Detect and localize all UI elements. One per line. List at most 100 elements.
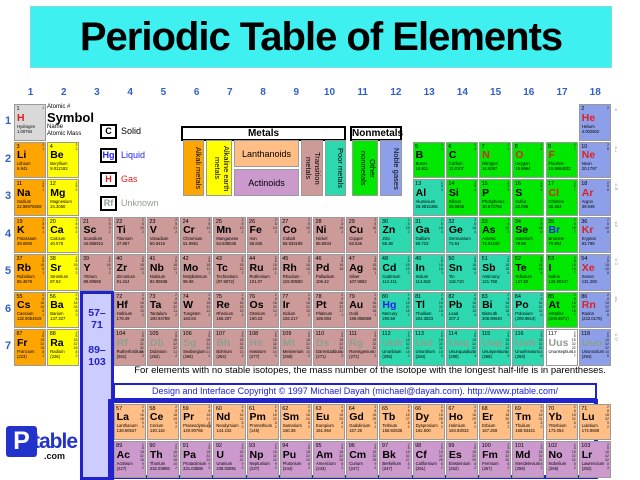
element-Sg[interactable]: 106 2 8 18 32 32 12 2 Sg Seaborgium (266): [180, 329, 213, 366]
element-Hf[interactable]: 72 2 8 18 32 10 2 Hf Hafnium 178.49: [113, 291, 146, 328]
copyright-bar[interactable]: Design and Interface Copyright © 1997 Mi…: [113, 383, 597, 400]
element-Eu[interactable]: 63 2 8 18 25 8 2 Eu Europium 151.964: [312, 403, 346, 440]
element-Zn[interactable]: 30 2 8 18 2 Zn Zinc 65.38: [379, 216, 412, 253]
element-No[interactable]: 102 2 8 18 32 32 8 2 No Nobelium (259): [545, 441, 578, 478]
element-Li[interactable]: 3 2 1 Li Lithium 6.941: [14, 141, 47, 178]
element-Ho[interactable]: 67 2 8 18 29 8 2 Ho Holmium 164.93032: [445, 403, 479, 440]
element-Cf[interactable]: 98 2 8 18 32 28 8 2 Cf Californium (251): [412, 441, 445, 478]
element-N[interactable]: 7 2 5 N Nitrogen 14.0067: [479, 141, 512, 178]
element-Pt[interactable]: 78 2 8 18 32 17 1 Pt Platinum 195.084: [312, 291, 346, 328]
element-Ra[interactable]: 88 2 8 18 32 18 8 2 Ra Radium (226): [47, 329, 80, 366]
element-Hg[interactable]: 80 2 8 18 32 18 2 Hg Mercury 200.59: [379, 291, 412, 328]
element-Uup[interactable]: 115 2 8 18 32 32 18 5 Uup Ununpentium (288): [479, 329, 512, 366]
element-Bh[interactable]: 107 2 8 18 32 32 13 2 Bh Bohrium (264): [213, 329, 246, 366]
element-Nd[interactable]: 60 2 8 18 22 8 2 Nd Neodymium 144.242: [213, 403, 246, 440]
element-Ar[interactable]: 18 2 8 8 Ar Argon 39.948: [578, 179, 611, 216]
element-Ga[interactable]: 31 2 8 18 3 Ga Gallium 69.723: [412, 216, 445, 253]
element-Se[interactable]: 34 2 8 18 6 Se Selenium 78.96: [512, 216, 545, 253]
element-At[interactable]: 85 2 8 18 32 18 7 At Astatine (209.9871): [545, 291, 578, 328]
element-Sr[interactable]: 38 2 8 18 8 2 Sr Strontium 87.62: [47, 254, 80, 291]
element-O[interactable]: 8 2 6 O Oxygen 15.9994: [512, 141, 545, 178]
element-Zr[interactable]: 40 2 8 18 10 2 Zr Zirconium 91.224: [113, 254, 146, 291]
element-Rn[interactable]: 86 2 8 18 32 18 8 Rn Radon (222.0176): [578, 291, 611, 328]
element-Uub[interactable]: 112 2 8 18 32 32 18 2 Uub Ununbium (285): [379, 329, 412, 366]
element-Ds[interactable]: 110 2 8 18 32 32 16 2 Ds Darmstadtium (271): [312, 329, 346, 366]
element-Te[interactable]: 52 2 8 18 18 6 Te Tellurium 127.60: [512, 254, 545, 291]
element-Sn[interactable]: 50 2 8 18 18 4 Sn Tin 118.710: [445, 254, 479, 291]
element-Al[interactable]: 13 2 8 3 Al Aluminium 26.9815386: [412, 179, 445, 216]
element-Cu[interactable]: 29 2 8 18 1 Cu Copper 63.546: [346, 216, 379, 253]
element-Cm[interactable]: 96 2 8 18 32 25 9 2 Cm Curium (247): [346, 441, 379, 478]
element-Tl[interactable]: 81 2 8 18 32 18 3 Tl Thallium 204.3833: [412, 291, 445, 328]
element-Ag[interactable]: 47 2 8 18 18 1 Ag Silver 107.8682: [346, 254, 379, 291]
element-Sm[interactable]: 62 2 8 18 24 8 2 Sm Samarium 150.36: [279, 403, 312, 440]
element-Pu[interactable]: 94 2 8 18 32 24 8 2 Pu Plutonium (244): [279, 441, 312, 478]
element-Fe[interactable]: 26 2 8 14 2 Fe Iron 55.845: [246, 216, 279, 253]
element-Lu[interactable]: 71 2 8 18 32 9 2 Lu Lutetium 174.9668: [578, 403, 611, 440]
element-Ge[interactable]: 32 2 8 18 4 Ge Germanium 72.64: [445, 216, 479, 253]
element-Uus[interactable]: 117 2 8 18 32 32 18 7 Uus Ununseptium: [545, 329, 578, 366]
element-Mn[interactable]: 25 2 8 13 2 Mn Manganese 54.938045: [213, 216, 246, 253]
element-Gd[interactable]: 64 2 8 18 25 9 2 Gd Gadolinium 157.25: [346, 403, 379, 440]
element-Rf[interactable]: 104 2 8 18 32 32 10 2 Rf Rutherfordium (261): [113, 329, 146, 366]
element-Kr[interactable]: 36 2 8 18 8 Kr Krypton 83.798: [578, 216, 611, 253]
element-Au[interactable]: 79 2 8 18 32 18 1 Au Gold 196.966569: [346, 291, 379, 328]
element-Uuo[interactable]: 118 2 8 18 32 32 18 8 Uuo Ununoctium (294): [578, 329, 611, 366]
element-Na[interactable]: 11 2 8 1 Na Sodium 22.98976928: [14, 179, 47, 216]
element-Tb[interactable]: 65 2 8 18 27 8 2 Tb Terbium 158.92535: [379, 403, 412, 440]
element-Pb[interactable]: 82 2 8 18 32 18 4 Pb Lead 207.2: [445, 291, 479, 328]
element-Cl[interactable]: 17 2 8 7 Cl Chlorine 35.453: [545, 179, 578, 216]
element-Rh[interactable]: 45 2 8 18 16 1 Rh Rhodium 102.90550: [279, 254, 312, 291]
element-Ru[interactable]: 44 2 8 18 15 1 Ru Ruthenium 101.07: [246, 254, 279, 291]
element-As[interactable]: 33 2 8 18 5 As Arsenic 74.92160: [479, 216, 512, 253]
element-Fm[interactable]: 100 2 8 18 32 30 8 2 Fm Fermium (257): [479, 441, 512, 478]
element-Pa[interactable]: 91 2 8 18 32 20 9 2 Pa Protactinium 231.0358…: [180, 441, 213, 478]
element-Uuh[interactable]: 116 2 8 18 32 32 18 6 Uuh Ununhexium (293): [512, 329, 545, 366]
element-Pm[interactable]: 61 2 8 18 23 8 2 Pm Promethium (145): [246, 403, 279, 440]
element-Bi[interactable]: 83 2 8 18 32 18 5 Bi Bismuth 208.98040: [479, 291, 512, 328]
element-Ac[interactable]: 89 2 8 18 32 18 9 2 Ac Actinium (227): [113, 441, 146, 478]
actinide-range-label[interactable]: 89–103: [88, 344, 106, 368]
element-Tm[interactable]: 69 2 8 18 31 8 2 Tm Thulium 168.93421: [512, 403, 545, 440]
element-F[interactable]: 9 2 7 F Fluorine 18.9984032: [545, 141, 578, 178]
element-Lr[interactable]: 103 2 8 18 32 32 8 3 Lr Lawrencium (262): [578, 441, 611, 478]
element-Po[interactable]: 84 2 8 18 32 18 6 Po Polonium (208.9824): [512, 291, 545, 328]
element-La[interactable]: 57 2 8 18 18 9 2 La Lanthanum 138.90547: [113, 403, 146, 440]
element-U[interactable]: 92 2 8 18 32 21 9 2 U Uranium 238.02891: [213, 441, 246, 478]
element-Sb[interactable]: 51 2 8 18 18 5 Sb Antimony 121.760: [479, 254, 512, 291]
element-V[interactable]: 23 2 8 11 2 V Vanadium 50.9415: [146, 216, 180, 253]
element-Pr[interactable]: 59 2 8 18 21 8 2 Pr Praseodymium 140.90765: [180, 403, 213, 440]
element-Tc[interactable]: 43 2 8 18 13 2 Tc Technetium (97.9072): [213, 254, 246, 291]
element-B[interactable]: 5 2 3 B Boron 10.811: [412, 141, 445, 178]
element-Rb[interactable]: 37 2 8 18 8 1 Rb Rubidium 85.4678: [14, 254, 47, 291]
element-Uuq[interactable]: 114 2 8 18 32 32 18 4 Uuq Ununquadium (289): [445, 329, 479, 366]
element-Mg[interactable]: 12 2 8 2 Mg Magnesium 24.3050: [47, 179, 80, 216]
element-Os[interactable]: 76 2 8 18 32 14 2 Os Osmium 190.23: [246, 291, 279, 328]
ptable-logo[interactable]: P table .com: [4, 424, 94, 470]
element-P[interactable]: 15 2 8 5 P Phosphorus 30.973762: [479, 179, 512, 216]
element-Md[interactable]: 101 2 8 18 32 31 8 2 Md Mendelevium (258): [512, 441, 545, 478]
lanthanide-range-label[interactable]: 57–71: [88, 307, 106, 331]
element-Pd[interactable]: 46 2 8 18 18 Pd Palladium 106.42: [312, 254, 346, 291]
element-Cs[interactable]: 55 2 8 18 18 8 1 Cs Caesium 132.9054519: [14, 291, 47, 328]
element-Yb[interactable]: 70 2 8 18 32 8 2 Yb Ytterbium 173.054: [545, 403, 578, 440]
element-Br[interactable]: 35 2 8 18 7 Br Bromine 79.904: [545, 216, 578, 253]
element-Ca[interactable]: 20 2 8 8 2 Ca Calcium 40.078: [47, 216, 80, 253]
element-I[interactable]: 53 2 8 18 18 7 I Iodine 126.90447: [545, 254, 578, 291]
element-Ni[interactable]: 28 2 8 16 2 Ni Nickel 58.6934: [312, 216, 346, 253]
element-K[interactable]: 19 2 8 8 1 K Potassium 39.0983: [14, 216, 47, 253]
element-C[interactable]: 6 2 4 C Carbon 12.0107: [445, 141, 479, 178]
element-Er[interactable]: 68 2 8 18 30 8 2 Er Erbium 167.259: [479, 403, 512, 440]
element-Ti[interactable]: 22 2 8 10 2 Ti Titanium 47.867: [113, 216, 146, 253]
element-Cr[interactable]: 24 2 8 13 1 Cr Chromium 51.9961: [180, 216, 213, 253]
element-Xe[interactable]: 54 2 8 18 18 8 Xe Xenon 131.293: [578, 254, 611, 291]
element-Rg[interactable]: 111 2 8 18 32 32 17 2 Rg Roentgenium (272): [346, 329, 379, 366]
element-Dy[interactable]: 66 2 8 18 28 8 2 Dy Dysprosium 162.500: [412, 403, 445, 440]
element-Bk[interactable]: 97 2 8 18 32 27 8 2 Bk Berkelium (247): [379, 441, 412, 478]
element-Np[interactable]: 93 2 8 18 32 22 9 2 Np Neptunium (237): [246, 441, 279, 478]
element-H[interactable]: 1 1 H Hydrogen 1.00794: [14, 104, 47, 141]
element-Es[interactable]: 99 2 8 18 32 29 8 2 Es Einsteinium (252): [445, 441, 479, 478]
element-Ce[interactable]: 58 2 8 18 19 9 2 Ce Cerium 140.116: [146, 403, 180, 440]
element-Si[interactable]: 14 2 8 4 Si Silicon 28.0855: [445, 179, 479, 216]
element-Be[interactable]: 4 2 2 Be Beryllium 9.012182: [47, 141, 80, 178]
